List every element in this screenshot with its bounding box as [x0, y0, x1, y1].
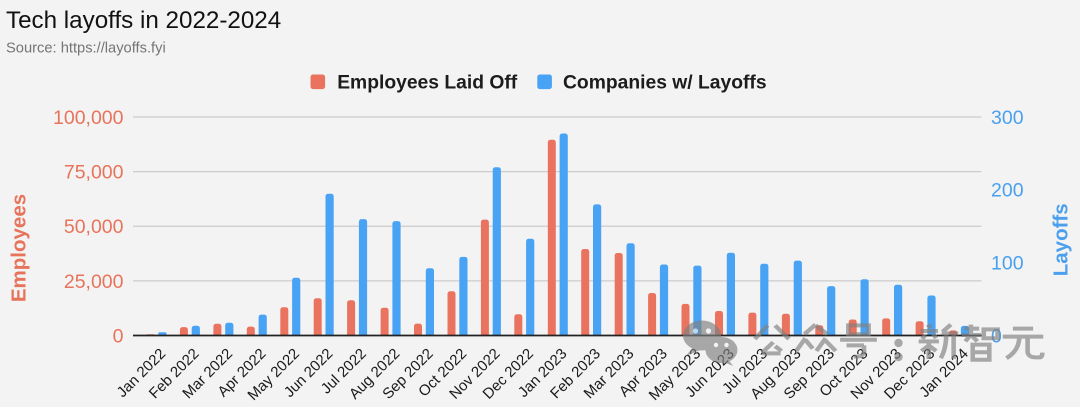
svg-text:Tech layoffs in 2022-2024: Tech layoffs in 2022-2024	[6, 7, 281, 34]
svg-text:50,000: 50,000	[64, 216, 124, 238]
svg-text:0: 0	[113, 325, 124, 347]
svg-text:Source: https://layoffs.fyi: Source: https://layoffs.fyi	[6, 41, 166, 57]
svg-text:100: 100	[991, 253, 1024, 275]
svg-text:Employees Laid Off: Employees Laid Off	[337, 72, 518, 93]
svg-text:Companies w/ Layoffs: Companies w/ Layoffs	[563, 72, 767, 93]
svg-text:200: 200	[991, 180, 1024, 202]
svg-text:Employees: Employees	[8, 194, 31, 302]
svg-text:25,000: 25,000	[64, 271, 124, 293]
svg-text:Layoffs: Layoffs	[1050, 203, 1073, 276]
svg-text:300: 300	[991, 107, 1024, 129]
svg-text:100,000: 100,000	[53, 107, 124, 129]
svg-text:75,000: 75,000	[64, 162, 124, 184]
